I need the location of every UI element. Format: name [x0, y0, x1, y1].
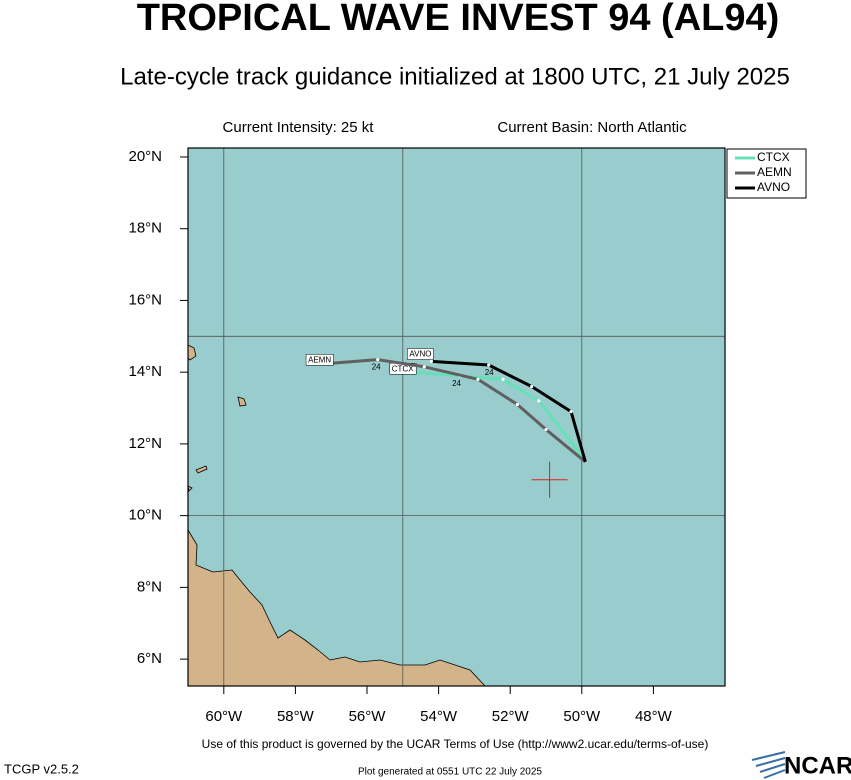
x-tick-label: 52°W	[492, 708, 530, 725]
x-tick-label: 58°W	[277, 708, 315, 725]
track-point	[411, 370, 416, 374]
chart-subtitle: Late-cycle track guidance initialized at…	[120, 63, 790, 90]
terms: Use of this product is governed by the U…	[202, 737, 709, 751]
track-label: AEMN	[308, 355, 331, 364]
track-point	[569, 410, 573, 414]
x-tick-label: 50°W	[563, 708, 601, 725]
track-label: CTCX	[392, 364, 414, 373]
track-point	[422, 365, 426, 369]
legend-label: AVNO	[757, 180, 790, 194]
track-point	[537, 399, 541, 403]
y-tick-label: 16°N	[128, 291, 162, 308]
generated: Plot generated at 0551 UTC 22 July 2025	[358, 767, 542, 778]
intensity: Current Intensity: 25 kt	[223, 119, 375, 136]
track-point	[501, 377, 505, 381]
track-point	[376, 358, 380, 362]
y-tick-label: 20°N	[128, 148, 162, 165]
track-label-box	[305, 354, 334, 366]
track-point	[429, 359, 434, 364]
y-tick-label: 8°N	[137, 578, 162, 595]
chart-title: TROPICAL WAVE INVEST 94 (AL94)	[137, 0, 780, 39]
hour-label: 24	[452, 379, 461, 388]
track-point	[476, 377, 480, 381]
track-point	[530, 384, 534, 389]
track-point	[544, 427, 548, 432]
track-label-box	[407, 348, 434, 360]
y-tick-label: 6°N	[137, 650, 162, 667]
legend-label: CTCX	[757, 150, 790, 164]
x-tick-label: 56°W	[349, 708, 387, 725]
logo: NCAR	[784, 752, 851, 779]
logo-mark	[751, 751, 786, 779]
basin: Current Basin: North Atlantic	[497, 119, 687, 136]
legend-label: AEMN	[757, 165, 792, 179]
track-label: AVNO	[409, 350, 431, 359]
y-tick-label: 14°N	[128, 363, 162, 380]
track-point	[329, 361, 333, 365]
x-tick-label: 48°W	[635, 708, 673, 725]
current-position	[531, 461, 568, 498]
track-point	[515, 402, 519, 407]
map-frame	[187, 147, 726, 687]
hour-label: 24	[372, 363, 381, 372]
hour-label: 24	[485, 368, 494, 377]
y-tick-label: 12°N	[128, 435, 162, 452]
y-tick-label: 18°N	[128, 220, 162, 237]
x-tick-label: 54°W	[420, 708, 458, 725]
track-point	[487, 363, 491, 367]
land	[187, 344, 486, 687]
ocean	[188, 148, 725, 686]
version: TCGP v2.5.2	[4, 761, 79, 776]
x-tick-label: 60°W	[205, 708, 243, 725]
y-tick-label: 10°N	[128, 507, 162, 524]
